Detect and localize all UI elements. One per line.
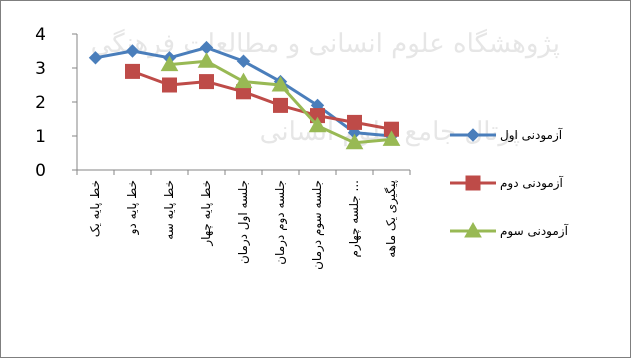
legend-label: آزمودنی اول (500, 127, 563, 143)
data-point (236, 54, 251, 68)
data-point (308, 116, 327, 133)
watermark-line-1: پژوهشگاه علوم انسانی و مطالعات فرهنگی (91, 28, 560, 59)
legend-marker (465, 175, 481, 191)
data-point (199, 74, 214, 90)
data-point (197, 52, 216, 68)
x-category-label: جلسه سوم درمان (310, 180, 325, 270)
y-tick-label: 2 (35, 93, 46, 113)
x-category-label: خط پایه یک (88, 180, 102, 237)
data-point (88, 51, 103, 65)
axes: 0 1 2 3 4 خط پایه یک خط پایه دو خط پایه سه خط پا… (35, 25, 411, 270)
y-tick-label: 1 (35, 127, 46, 147)
legend-item-3: آزمودنی سوم (450, 221, 569, 239)
x-category-label: خط پایه سه (162, 180, 176, 240)
data-point (160, 55, 179, 72)
data-point (382, 130, 401, 146)
data-point (345, 133, 364, 150)
data-point (125, 63, 140, 79)
data-point (271, 75, 290, 92)
x-category-label: خط پایه دو (125, 180, 140, 235)
legend-item-2: آزمودنی دوم (450, 175, 563, 191)
y-tick-label: 3 (35, 59, 46, 79)
legend-item-1: آزمودنی اول (450, 127, 563, 143)
x-category-label: جلسه اول درمان (236, 180, 251, 264)
series-2 (125, 63, 399, 137)
series-layer (88, 40, 401, 150)
series-3 (160, 52, 401, 150)
legend-marker (464, 221, 482, 238)
data-point (162, 77, 177, 93)
y-tick-label: 0 (35, 161, 46, 181)
legend-label: آزمودنی دوم (500, 175, 563, 191)
legend-label: آزمودنی سوم (500, 223, 569, 239)
data-point (273, 97, 288, 113)
legend: آزمودنی اول آزمودنی دوم آزمودنی سوم (450, 127, 569, 239)
data-point (347, 114, 362, 130)
x-category-label: جلسه دوم درمان (273, 180, 288, 265)
x-category-label: جلسه چهارم ... (347, 180, 362, 257)
data-point (125, 44, 140, 58)
y-tick-label: 4 (35, 25, 46, 45)
legend-marker (466, 128, 480, 142)
x-category-label: خط پایه چهار (199, 180, 214, 247)
x-category-label: پیگیری یک ماهه (384, 180, 399, 258)
data-point (234, 72, 253, 89)
